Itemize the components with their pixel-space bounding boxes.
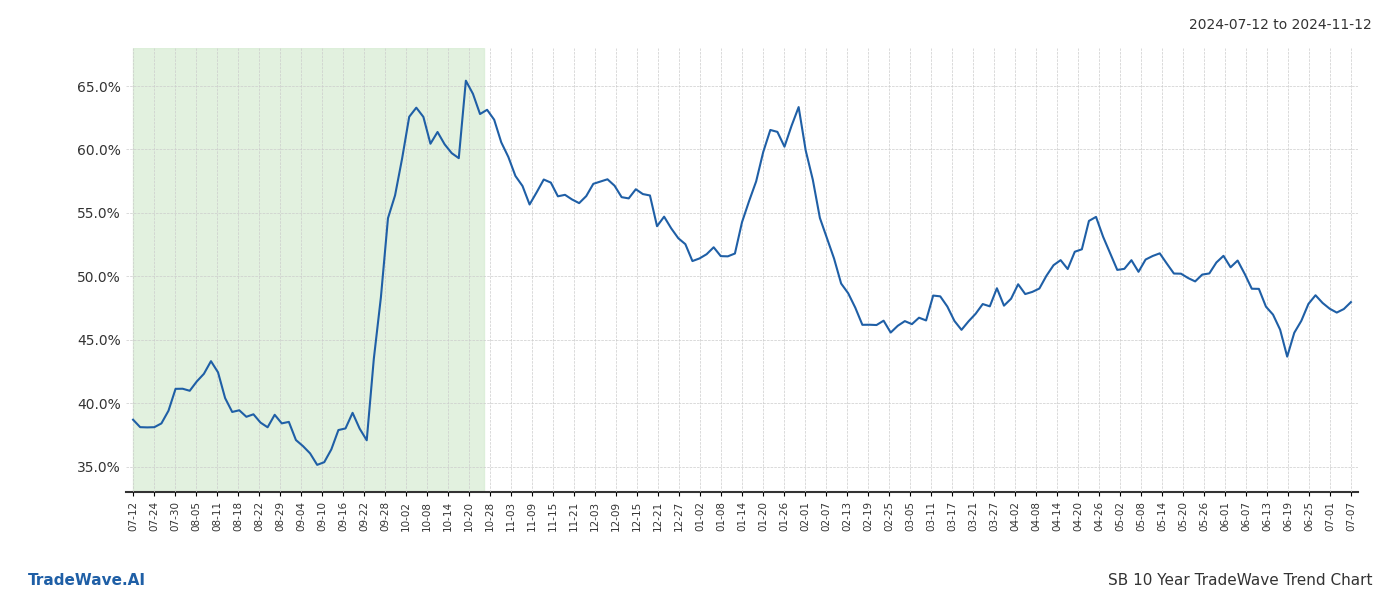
Text: SB 10 Year TradeWave Trend Chart: SB 10 Year TradeWave Trend Chart [1107, 573, 1372, 588]
Text: 2024-07-12 to 2024-11-12: 2024-07-12 to 2024-11-12 [1189, 18, 1372, 32]
Bar [133, 48, 483, 492]
Text: TradeWave.AI: TradeWave.AI [28, 573, 146, 588]
